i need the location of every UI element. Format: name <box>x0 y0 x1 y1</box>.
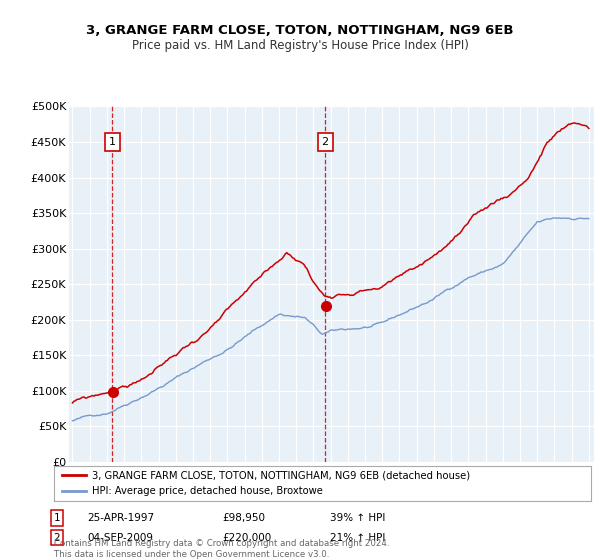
Text: 3, GRANGE FARM CLOSE, TOTON, NOTTINGHAM, NG9 6EB: 3, GRANGE FARM CLOSE, TOTON, NOTTINGHAM,… <box>86 24 514 36</box>
Text: 39% ↑ HPI: 39% ↑ HPI <box>330 513 385 523</box>
Text: 1: 1 <box>53 513 61 523</box>
Text: 21% ↑ HPI: 21% ↑ HPI <box>330 533 385 543</box>
Text: £220,000: £220,000 <box>222 533 271 543</box>
Text: Contains HM Land Registry data © Crown copyright and database right 2024.
This d: Contains HM Land Registry data © Crown c… <box>54 539 389 559</box>
Text: 25-APR-1997: 25-APR-1997 <box>87 513 154 523</box>
Text: 2: 2 <box>53 533 61 543</box>
Text: £98,950: £98,950 <box>222 513 265 523</box>
Text: Price paid vs. HM Land Registry's House Price Index (HPI): Price paid vs. HM Land Registry's House … <box>131 39 469 52</box>
Text: 04-SEP-2009: 04-SEP-2009 <box>87 533 153 543</box>
Text: 3, GRANGE FARM CLOSE, TOTON, NOTTINGHAM, NG9 6EB (detached house): 3, GRANGE FARM CLOSE, TOTON, NOTTINGHAM,… <box>92 470 470 480</box>
Text: 2: 2 <box>322 137 329 147</box>
Text: 1: 1 <box>109 137 116 147</box>
Text: HPI: Average price, detached house, Broxtowe: HPI: Average price, detached house, Brox… <box>92 487 322 497</box>
